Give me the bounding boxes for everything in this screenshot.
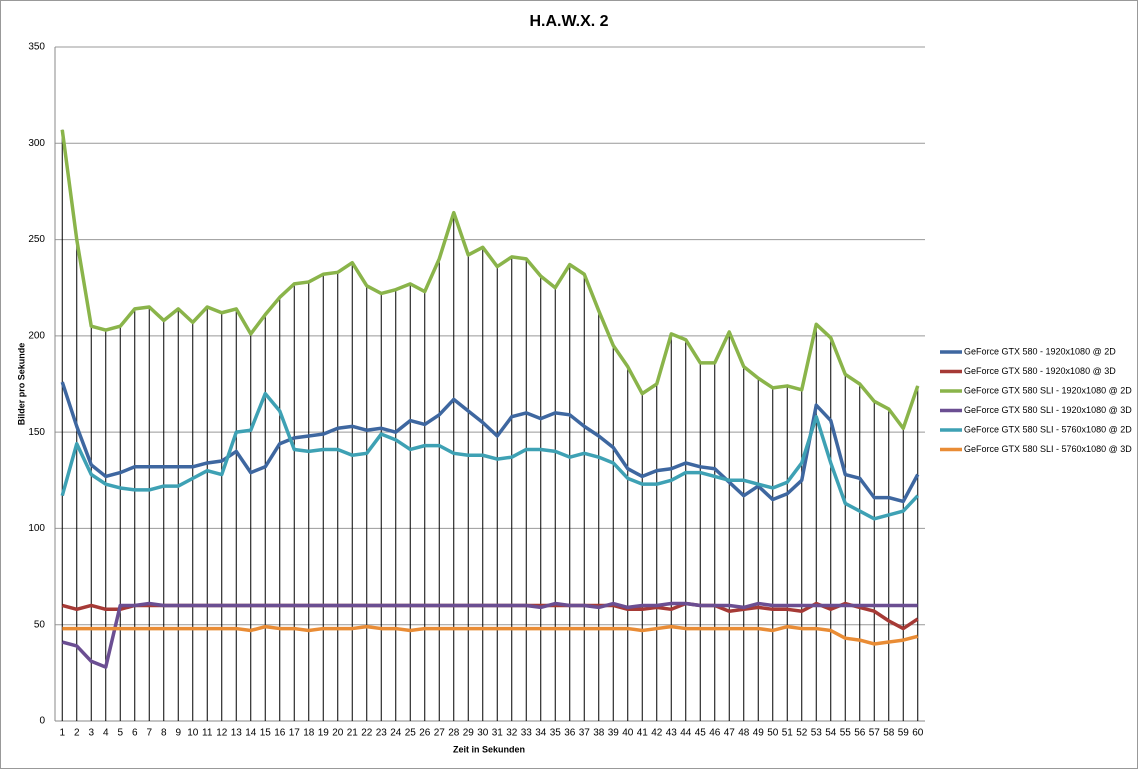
x-tick-label: 17 (289, 728, 301, 739)
x-tick-label: 60 (912, 728, 924, 739)
x-tick-label: 53 (811, 728, 823, 739)
x-tick-label: 42 (651, 728, 663, 739)
x-tick-label: 26 (419, 728, 431, 739)
y-axis-title: Bilder pro Sekunde (16, 343, 26, 426)
chart-title: H.A.W.X. 2 (529, 13, 608, 30)
y-tick-label: 100 (28, 523, 45, 534)
x-tick-label: 39 (608, 728, 620, 739)
legend-label: GeForce GTX 580 - 1920x1080 @ 2D (964, 346, 1116, 356)
legend-label: GeForce GTX 580 SLI - 5760x1080 @ 3D (964, 444, 1132, 454)
legend-label: GeForce GTX 580 SLI - 1920x1080 @ 2D (964, 385, 1132, 395)
x-tick-label: 59 (898, 728, 910, 739)
x-tick-label: 38 (593, 728, 605, 739)
x-tick-label: 2 (74, 728, 80, 739)
x-tick-label: 40 (622, 728, 634, 739)
y-tick-label: 200 (28, 330, 45, 341)
x-tick-label: 25 (405, 728, 417, 739)
x-tick-label: 37 (579, 728, 591, 739)
x-tick-label: 46 (709, 728, 721, 739)
x-tick-label: 21 (347, 728, 359, 739)
legend-label: GeForce GTX 580 SLI - 1920x1080 @ 3D (964, 405, 1132, 415)
x-tick-label: 6 (132, 728, 138, 739)
x-tick-label: 31 (492, 728, 504, 739)
x-tick-label: 24 (390, 728, 402, 739)
series-line (60, 381, 920, 504)
series-line (61, 601, 918, 669)
y-tick-label: 350 (28, 42, 45, 53)
x-tick-label: 5 (117, 728, 123, 739)
x-tick-label: 14 (245, 728, 257, 739)
x-tick-label: 51 (782, 728, 794, 739)
x-tick-label: 50 (767, 728, 779, 739)
x-axis-title: Zeit in Sekunden (453, 744, 525, 754)
y-tick-label: 0 (39, 716, 45, 727)
x-tick-label: 3 (88, 728, 94, 739)
x-tick-label: 10 (187, 728, 199, 739)
y-tick-label: 50 (34, 619, 46, 630)
y-tick-label: 300 (28, 138, 45, 149)
x-tick-label: 18 (303, 728, 315, 739)
y-tick-label: 150 (28, 427, 45, 438)
x-tick-label: 8 (161, 728, 167, 739)
x-tick-label: 36 (564, 728, 576, 739)
y-tick-label: 250 (28, 234, 45, 245)
x-tick-label: 54 (825, 728, 837, 739)
series-line (60, 129, 920, 431)
x-tick-label: 29 (463, 728, 475, 739)
series-line (62, 624, 919, 646)
legend-label: GeForce GTX 580 SLI - 5760x1080 @ 2D (964, 424, 1132, 434)
x-tick-label: 44 (680, 728, 692, 739)
x-tick-label: 41 (637, 728, 649, 739)
x-tick-label: 35 (550, 728, 562, 739)
x-tick-label: 1 (59, 728, 65, 739)
x-tick-label: 22 (361, 728, 373, 739)
x-tick-label: 43 (666, 728, 678, 739)
x-tick-label: 28 (448, 728, 460, 739)
legend: GeForce GTX 580 - 1920x1080 @ 2D GeForce … (940, 346, 1132, 454)
x-tick-label: 20 (332, 728, 344, 739)
x-tick-label: 19 (318, 728, 330, 739)
x-tick-label: 58 (883, 728, 895, 739)
x-tick-label: 45 (695, 728, 707, 739)
x-tick-label: 11 (202, 728, 213, 739)
x-tick-label: 56 (854, 728, 866, 739)
x-tick-label: 33 (521, 728, 533, 739)
x-tick-label: 57 (869, 728, 881, 739)
x-tick-label: 30 (477, 728, 489, 739)
x-tick-label: 16 (274, 728, 286, 739)
x-tick-label: 13 (231, 728, 243, 739)
x-tick-label: 23 (376, 728, 388, 739)
x-tick-label: 49 (753, 728, 765, 739)
x-tick-label: 55 (840, 728, 852, 739)
x-tick-label: 47 (724, 728, 736, 739)
x-tick-label: 32 (506, 728, 518, 739)
legend-label: GeForce GTX 580 - 1920x1080 @ 3D (964, 366, 1116, 376)
x-tick-label: 48 (738, 728, 750, 739)
x-tick-label: 12 (216, 728, 228, 739)
x-tick-label: 52 (796, 728, 808, 739)
x-tick-label: 4 (103, 728, 109, 739)
x-tick-label: 9 (175, 728, 181, 739)
x-tick-label: 15 (260, 728, 272, 739)
series-line (60, 391, 920, 521)
x-tick-label: 27 (434, 728, 446, 739)
x-tick-label: 34 (535, 728, 547, 739)
x-tick-label: 7 (146, 728, 152, 739)
